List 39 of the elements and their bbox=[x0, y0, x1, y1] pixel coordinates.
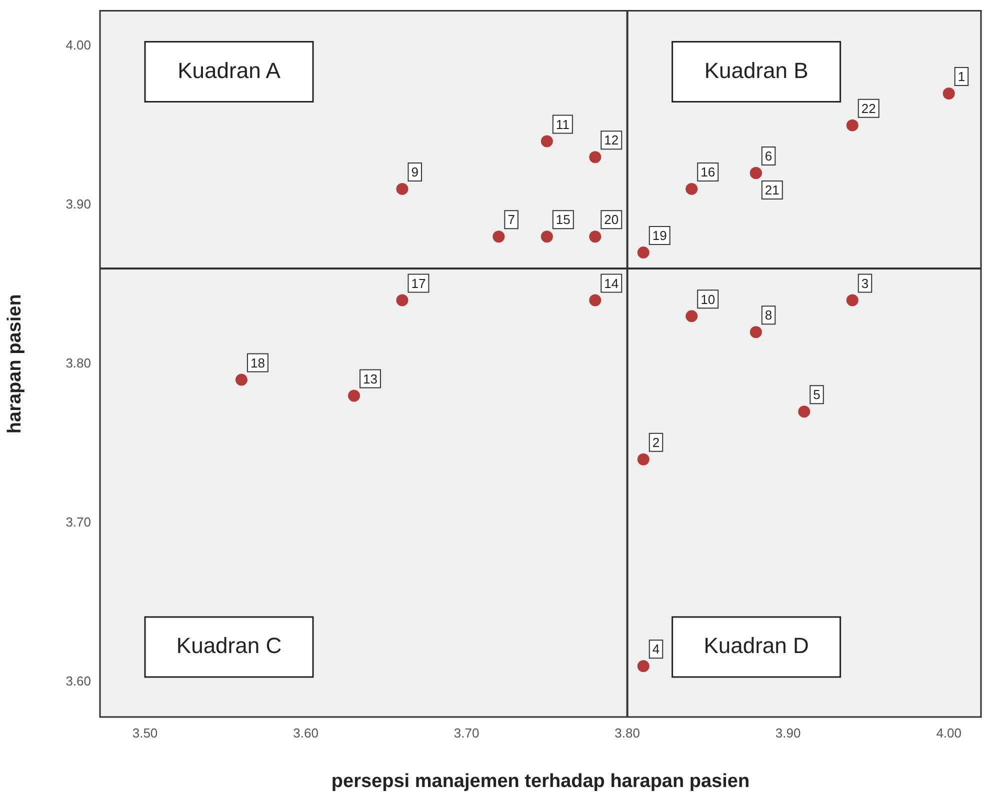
x-tick-label: 3.50 bbox=[132, 725, 158, 740]
y-tick-label: 3.90 bbox=[66, 196, 91, 212]
annotation: 20 bbox=[604, 212, 619, 228]
annotation: Kuadran B bbox=[704, 58, 808, 83]
annotation: 22 bbox=[861, 100, 876, 116]
annotation: 8 bbox=[764, 308, 772, 323]
annotation: 3 bbox=[861, 276, 869, 291]
annotation: 12 bbox=[604, 132, 619, 148]
x-tick-label: 4.00 bbox=[936, 725, 962, 740]
x-tick-label: 3.60 bbox=[293, 725, 318, 740]
annotation: 16 bbox=[700, 164, 716, 180]
annotation: 18 bbox=[250, 355, 265, 370]
x-tick-label: 3.70 bbox=[454, 725, 480, 740]
annotation: 13 bbox=[363, 371, 378, 386]
x-tick-label: 3.90 bbox=[775, 725, 801, 740]
annotation: 6 bbox=[764, 148, 772, 164]
annotation: 7 bbox=[508, 212, 515, 228]
annotation: 17 bbox=[411, 276, 426, 291]
annotation: Kuadran C bbox=[176, 633, 282, 658]
x-tick-label: 3.80 bbox=[614, 725, 640, 740]
x-axis-title: persepsi manajemen terhadap harapan pasien bbox=[331, 770, 750, 792]
annotation: 15 bbox=[556, 212, 570, 228]
y-tick-label: 3.70 bbox=[66, 514, 91, 530]
annotation: 21 bbox=[764, 182, 780, 198]
y-axis-title: harapan pasien bbox=[4, 294, 26, 434]
annotation: 10 bbox=[700, 292, 716, 307]
annotation: 14 bbox=[604, 276, 619, 291]
annotation: 9 bbox=[411, 164, 418, 180]
y-tick-label: 3.60 bbox=[66, 674, 91, 689]
annotation: 1 bbox=[958, 69, 966, 84]
annotation: 4 bbox=[652, 642, 660, 657]
annotation: 19 bbox=[652, 228, 667, 244]
annotation: 5 bbox=[813, 387, 820, 402]
annotation: 11 bbox=[556, 116, 570, 132]
y-tick-label: 4.00 bbox=[66, 37, 91, 52]
annotation: Kuadran D bbox=[704, 633, 809, 658]
annotation: Kuadran A bbox=[178, 58, 281, 83]
y-tick-label: 3.80 bbox=[66, 355, 91, 370]
annotation: 2 bbox=[652, 434, 660, 450]
